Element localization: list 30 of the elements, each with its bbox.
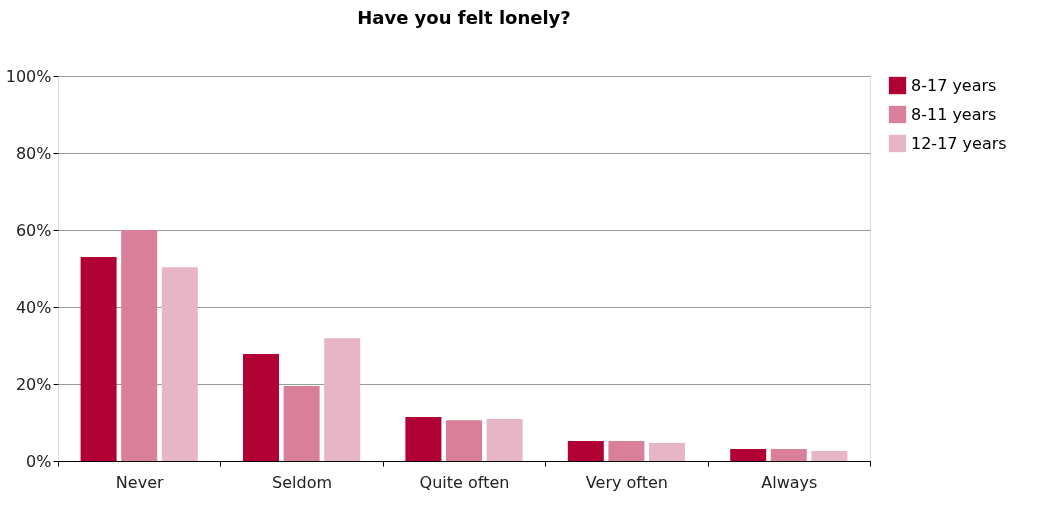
x-tick-label: Quite often <box>419 472 510 492</box>
bar <box>730 449 767 461</box>
bar <box>811 450 848 461</box>
bar <box>324 338 361 461</box>
x-tick-label: Always <box>761 472 818 492</box>
bar <box>486 419 523 461</box>
bar <box>161 267 198 461</box>
x-tick-label: Never <box>115 472 164 492</box>
chart-title: Have you felt lonely? <box>357 7 571 28</box>
y-tick-label: 60% <box>15 220 52 240</box>
bar <box>608 440 645 461</box>
y-tick-label: 80% <box>15 143 52 163</box>
bar <box>770 449 807 461</box>
bar <box>405 417 442 461</box>
y-tick-label: 40% <box>15 297 52 317</box>
legend-label: 8-11 years <box>911 104 997 124</box>
bar <box>446 420 482 461</box>
y-tick-label: 100% <box>5 66 52 86</box>
y-tick-label: 0% <box>26 451 52 471</box>
legend-label: 12-17 years <box>911 133 1007 153</box>
x-tick-label: Very often <box>585 472 668 492</box>
bar <box>243 353 279 461</box>
bar <box>649 442 685 461</box>
legend-label: 8-17 years <box>911 75 997 95</box>
bar <box>567 440 604 461</box>
bar <box>283 385 320 461</box>
x-tick-label: Seldom <box>272 472 333 492</box>
bar <box>80 256 117 461</box>
y-tick-label: 20% <box>15 374 52 394</box>
bar <box>121 230 158 461</box>
